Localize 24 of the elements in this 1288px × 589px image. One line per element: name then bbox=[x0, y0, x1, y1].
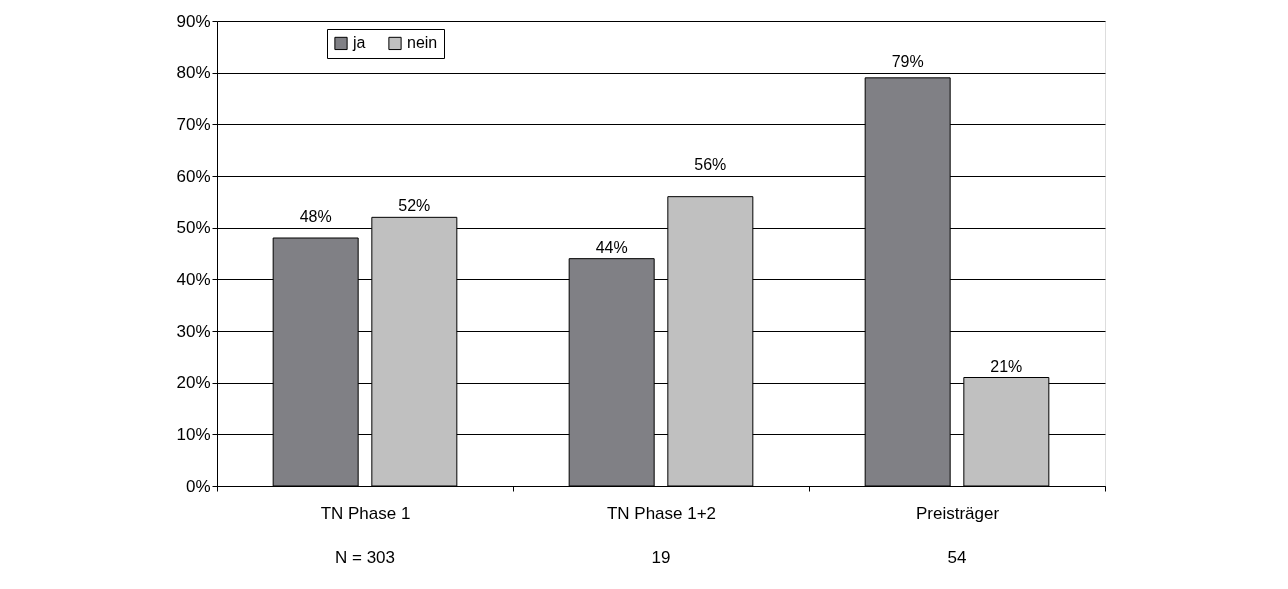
y-tick-label: 0% bbox=[185, 476, 211, 496]
data-label: 56% bbox=[694, 155, 727, 173]
legend-label: nein bbox=[407, 34, 438, 52]
x-tick-label: TN Phase 1+2 bbox=[606, 503, 717, 523]
text: 19 bbox=[651, 548, 671, 567]
y-tick-label: 80% bbox=[176, 63, 211, 83]
data-label: 79% bbox=[891, 52, 924, 70]
y-tick-label: 20% bbox=[176, 373, 211, 393]
x-tick-label: TN Phase 1 bbox=[320, 503, 411, 523]
y-tick-label: 60% bbox=[176, 166, 211, 186]
text: N = 303 bbox=[334, 548, 396, 567]
y-tick-label: 30% bbox=[176, 321, 211, 341]
x-tick-label: Preisträger bbox=[915, 503, 1000, 523]
data-label: 21% bbox=[990, 357, 1023, 375]
y-tick-label: 50% bbox=[176, 218, 211, 238]
y-tick-label: 90% bbox=[176, 11, 211, 31]
data-label: 48% bbox=[299, 208, 332, 225]
text: 54 bbox=[947, 548, 967, 567]
y-tick-label: 70% bbox=[176, 114, 211, 134]
data-label: 52% bbox=[398, 197, 431, 215]
y-tick-label: 10% bbox=[176, 424, 211, 444]
data-label: 44% bbox=[595, 238, 628, 256]
legend-label: ja bbox=[352, 34, 366, 52]
y-tick-label: 40% bbox=[176, 269, 211, 289]
